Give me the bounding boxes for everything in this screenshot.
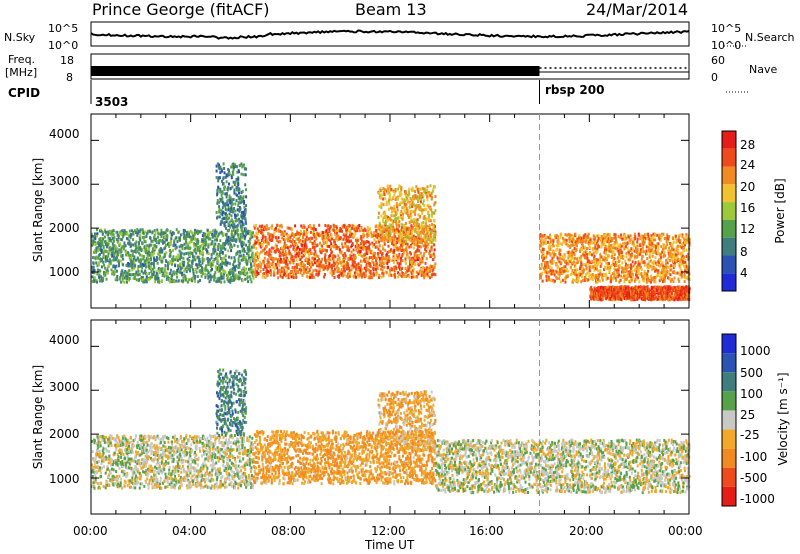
- nsearch-label: N.Search: [745, 31, 795, 44]
- power-cb-4: 4: [740, 266, 748, 280]
- velocity-cb-100: 100: [740, 387, 763, 401]
- freq-tick-bottom: 8: [66, 71, 73, 84]
- power-colorbar-seg-6: [722, 237, 736, 256]
- power-cb-24: 24: [740, 158, 756, 172]
- velocity-feature-1: [215, 368, 248, 437]
- power-colorbar-seg-2: [722, 166, 736, 185]
- nsearch-tick-bottom: 10^0: [711, 39, 742, 52]
- power-colorbar-seg-3: [722, 184, 736, 203]
- power-colorbar-seg-5: [722, 219, 736, 238]
- cpid-value-2: rbsp 200: [545, 83, 605, 97]
- cpid-value-1: 3503: [95, 95, 129, 109]
- station-title: Prince George (fitACF): [92, 0, 270, 19]
- velocity-cb-m1000: -1000: [740, 492, 775, 506]
- power-feature-2: [253, 223, 437, 280]
- velocity-colorbar-seg-5: [722, 429, 736, 449]
- velocity-cb-m100: -100: [740, 450, 768, 464]
- xtick-6: 00:00: [668, 524, 703, 538]
- velocity-cb-m500: -500: [740, 471, 768, 485]
- power-ytick-1000: 1000: [49, 265, 80, 279]
- power-colorbar-seg-4: [722, 202, 736, 220]
- power-cb-8: 8: [740, 245, 748, 259]
- velocity-ytick-3000: 3000: [49, 380, 80, 394]
- power-panel-frame: [90, 113, 690, 309]
- velocity-ytick-1000: 1000: [49, 472, 80, 486]
- velocity-ylabel: Slant Range [km]: [31, 364, 45, 470]
- velocity-cb-1000: 1000: [740, 344, 771, 358]
- velocity-colorbar-seg-1: [722, 353, 736, 373]
- velocity-ytick-4000: 4000: [49, 333, 80, 347]
- nsky-tick-top: 10^5: [48, 22, 79, 35]
- power-feature-3: [377, 184, 437, 245]
- nave-tick-bottom: 0: [711, 71, 718, 84]
- power-feature-0: [91, 228, 255, 284]
- xtick-2: 08:00: [271, 524, 306, 538]
- freq-tick-top: 18: [60, 54, 74, 67]
- nsearch-tick-top: 10^5: [711, 22, 742, 35]
- beam-title: Beam 13: [355, 0, 427, 19]
- xtick-4: 16:00: [469, 524, 504, 538]
- power-ytick-3000: 3000: [49, 174, 80, 188]
- velocity-cb-25: 25: [740, 408, 756, 422]
- velocity-colorbar-seg-0: [722, 334, 736, 354]
- freq-label-1: Freq.: [8, 53, 36, 66]
- power-colorbar-frame: [721, 130, 737, 292]
- power-ytick-4000: 4000: [49, 127, 80, 141]
- power-feature-1: [215, 162, 248, 232]
- velocity-colorbar-seg-6: [722, 448, 736, 468]
- nsky-panel-frame: [90, 21, 690, 47]
- velocity-colorbar-seg-4: [722, 410, 736, 430]
- date-title: 24/Mar/2014: [586, 0, 689, 19]
- velocity-colorbar-seg-2: [722, 372, 736, 392]
- cpid-label: CPID: [8, 86, 41, 100]
- power-cb-20: 20: [740, 180, 756, 194]
- nave-tick-top: 60: [711, 54, 725, 67]
- velocity-feature-2: [253, 429, 437, 486]
- velocity-cb-500: 500: [740, 366, 763, 380]
- power-cb-12: 12: [740, 222, 756, 236]
- nsky-label: N.Sky: [4, 31, 36, 44]
- velocity-ytick-2000: 2000: [49, 427, 80, 441]
- velocity-feature-0: [91, 434, 255, 490]
- freq-label-2: [MHz]: [5, 66, 38, 79]
- velocity-feature-4: [434, 438, 691, 495]
- nave-label: Nave: [749, 63, 778, 76]
- power-ytick-2000: 2000: [49, 221, 80, 235]
- power-cb-16: 16: [740, 201, 756, 215]
- power-colorbar-seg-1: [722, 148, 736, 167]
- power-colorbar-seg-8: [722, 273, 736, 291]
- xtick-0: 00:00: [73, 524, 108, 538]
- power-ylabel: Slant Range [km]: [31, 157, 45, 263]
- xtick-1: 04:00: [172, 524, 207, 538]
- velocity-cb-label: Velocity [m s⁻¹]: [776, 372, 790, 466]
- velocity-colorbar-frame: [721, 333, 737, 507]
- power-colorbar-seg-7: [722, 255, 736, 274]
- velocity-cb-m25: -25: [740, 428, 760, 442]
- power-feature-4: [539, 232, 691, 284]
- freq-series-block: [91, 66, 540, 76]
- xlabel: Time UT: [365, 538, 415, 552]
- velocity-colorbar-seg-8: [722, 486, 736, 506]
- nsky-series-line: [90, 29, 690, 40]
- velocity-feature-3: [377, 390, 437, 451]
- power-feature-5: [589, 285, 691, 302]
- xtick-3: 12:00: [371, 524, 406, 538]
- nsky-tick-bottom: 10^0: [48, 39, 79, 52]
- power-cb-28: 28: [740, 138, 756, 152]
- velocity-colorbar-seg-7: [722, 467, 736, 487]
- xtick-5: 20:00: [569, 524, 604, 538]
- power-colorbar-seg-0: [722, 131, 736, 149]
- power-cb-label: Power [dB]: [773, 178, 787, 244]
- velocity-colorbar-seg-3: [722, 391, 736, 411]
